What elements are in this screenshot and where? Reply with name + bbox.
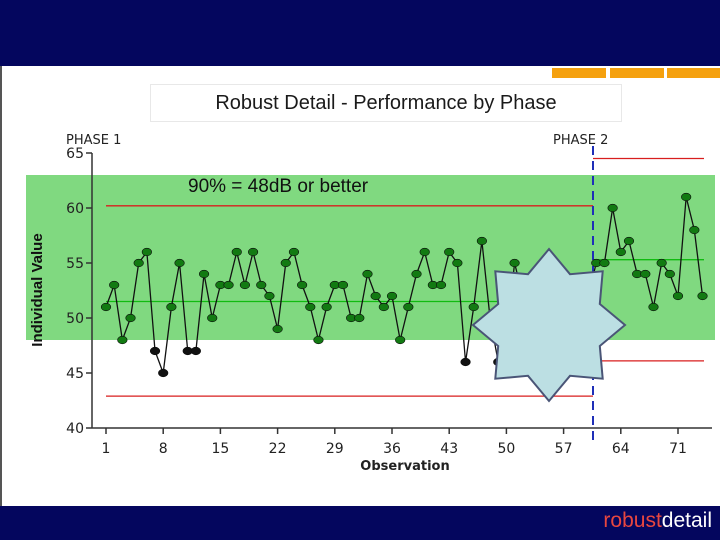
x-tick-label: 22 <box>269 441 287 457</box>
data-point <box>640 269 651 279</box>
data-point <box>476 236 487 246</box>
data-point <box>403 302 414 312</box>
data-point <box>117 335 128 345</box>
phase-2-label: PHASE 2 <box>553 133 608 148</box>
brand-text-robust: robust <box>603 509 662 532</box>
y-tick-label: 65 <box>66 146 84 162</box>
data-point <box>223 280 234 290</box>
x-tick-label: 15 <box>211 441 229 457</box>
data-point <box>395 335 406 345</box>
data-point <box>174 258 185 268</box>
data-point <box>648 302 659 312</box>
data-point <box>149 346 161 356</box>
x-tick-label: 29 <box>326 441 344 457</box>
data-point <box>460 357 471 367</box>
data-point <box>452 258 463 268</box>
data-point <box>681 192 692 202</box>
data-point <box>305 302 316 312</box>
data-point <box>697 291 708 301</box>
x-tick-label: 57 <box>555 441 573 457</box>
header-band <box>0 0 720 66</box>
data-point <box>509 258 520 268</box>
data-point <box>378 302 389 312</box>
y-tick-label: 50 <box>66 311 84 327</box>
x-tick-label: 71 <box>669 441 687 457</box>
data-point <box>419 247 430 257</box>
x-tick-label: 1 <box>102 441 111 457</box>
data-point <box>297 280 308 290</box>
data-point <box>198 269 210 279</box>
data-point <box>672 291 684 301</box>
x-tick-label: 64 <box>612 441 630 457</box>
data-point <box>607 203 618 213</box>
data-point <box>354 313 365 323</box>
data-point <box>133 258 144 268</box>
data-point <box>247 247 259 257</box>
data-point <box>313 335 324 345</box>
chart-title: Robust Detail - Performance by Phase <box>215 91 557 114</box>
brand-logo: robustdetail <box>603 509 712 533</box>
accent-tab-1 <box>552 68 606 78</box>
data-point <box>190 346 201 356</box>
data-point <box>362 269 373 279</box>
data-point <box>280 258 291 268</box>
data-point <box>207 313 218 323</box>
band-annotation: 90% = 48dB or better <box>188 176 369 197</box>
star-shape <box>471 247 627 403</box>
data-point <box>109 280 120 290</box>
data-point <box>370 291 381 301</box>
x-tick-label: 36 <box>383 441 401 457</box>
x-tick-label: 50 <box>497 441 515 457</box>
data-point <box>337 280 349 290</box>
y-tick-label: 55 <box>66 256 84 272</box>
data-point <box>264 291 275 301</box>
data-point <box>239 280 251 290</box>
x-tick-label: 8 <box>159 441 168 457</box>
footer-band <box>0 506 720 540</box>
data-point <box>321 302 332 312</box>
chart-title-box: Robust Detail - Performance by Phase <box>150 84 622 122</box>
x-tick-label: 43 <box>440 441 458 457</box>
data-point <box>231 247 242 257</box>
data-point <box>256 280 267 290</box>
y-tick-label: 60 <box>66 201 84 217</box>
data-point <box>386 291 398 301</box>
data-point <box>288 247 300 257</box>
data-point <box>623 236 635 246</box>
accent-tab-2 <box>610 68 664 78</box>
y-axis-label: Individual Value <box>29 233 46 346</box>
data-point <box>158 368 169 378</box>
y-tick-label: 40 <box>66 421 84 437</box>
y-tick-label: 45 <box>66 366 84 382</box>
data-point <box>599 258 610 268</box>
phase-1-label: PHASE 1 <box>66 133 121 148</box>
data-point <box>166 302 177 312</box>
data-point <box>444 247 455 257</box>
data-point <box>141 247 152 257</box>
data-point <box>615 247 626 257</box>
data-point <box>689 225 700 235</box>
data-point <box>468 302 479 312</box>
data-point <box>125 313 136 323</box>
data-point <box>664 269 675 279</box>
brand-text-detail: detail <box>661 509 712 532</box>
data-point <box>656 258 667 268</box>
accent-tab-3 <box>667 68 720 78</box>
data-point <box>435 280 447 290</box>
x-axis-label: Observation <box>360 459 449 474</box>
data-point <box>272 324 283 334</box>
data-point <box>100 302 112 312</box>
data-point <box>411 269 422 279</box>
slide-frame <box>0 66 720 506</box>
